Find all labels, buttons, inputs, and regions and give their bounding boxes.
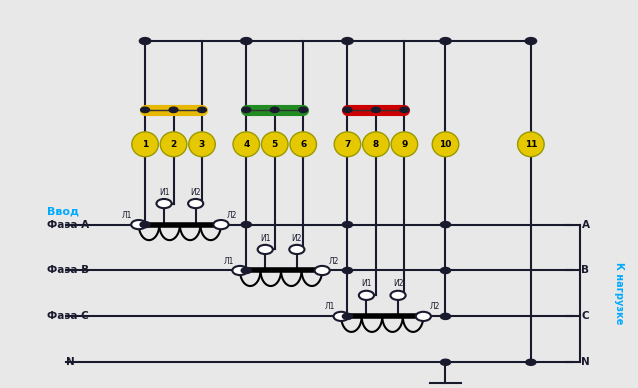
Circle shape — [198, 107, 207, 113]
Text: 10: 10 — [440, 140, 452, 149]
Text: 4: 4 — [243, 140, 249, 149]
Text: A: A — [581, 220, 590, 230]
Text: К нагрузке: К нагрузке — [614, 262, 625, 325]
Circle shape — [525, 38, 537, 45]
Circle shape — [271, 107, 279, 113]
Text: Л2: Л2 — [429, 302, 440, 312]
Circle shape — [299, 107, 308, 113]
Text: И1: И1 — [361, 279, 372, 288]
Circle shape — [242, 107, 251, 113]
Ellipse shape — [290, 132, 316, 157]
Text: 8: 8 — [373, 140, 379, 149]
Text: Фаза A: Фаза A — [47, 220, 89, 230]
Circle shape — [139, 38, 151, 45]
Circle shape — [526, 359, 536, 365]
Ellipse shape — [334, 132, 360, 157]
Circle shape — [343, 267, 353, 274]
Text: И1: И1 — [159, 188, 169, 197]
Circle shape — [169, 107, 178, 113]
Text: 9: 9 — [401, 140, 408, 149]
Text: 7: 7 — [345, 140, 351, 149]
Circle shape — [359, 291, 374, 300]
Circle shape — [440, 38, 451, 45]
Circle shape — [241, 38, 252, 45]
Text: И2: И2 — [393, 279, 403, 288]
Text: N: N — [66, 357, 75, 367]
Circle shape — [140, 107, 149, 113]
Circle shape — [440, 359, 450, 365]
Circle shape — [343, 314, 353, 319]
Ellipse shape — [132, 132, 158, 157]
Circle shape — [188, 199, 204, 208]
Ellipse shape — [391, 132, 418, 157]
Ellipse shape — [517, 132, 544, 157]
Text: 11: 11 — [524, 140, 537, 149]
Circle shape — [343, 107, 352, 113]
Text: 1: 1 — [142, 140, 148, 149]
Circle shape — [416, 312, 431, 321]
Circle shape — [289, 245, 304, 254]
Circle shape — [241, 267, 251, 274]
Text: Л1: Л1 — [122, 211, 133, 220]
Ellipse shape — [233, 132, 260, 157]
Circle shape — [440, 267, 450, 274]
Text: Фаза B: Фаза B — [47, 265, 89, 275]
Text: N: N — [581, 357, 590, 367]
Text: 6: 6 — [300, 140, 306, 149]
Circle shape — [440, 222, 450, 228]
Text: 2: 2 — [170, 140, 177, 149]
Circle shape — [241, 222, 251, 228]
Text: 5: 5 — [272, 140, 278, 149]
Circle shape — [371, 107, 380, 113]
Text: И2: И2 — [190, 188, 201, 197]
Circle shape — [400, 107, 409, 113]
Ellipse shape — [160, 132, 187, 157]
Text: Л2: Л2 — [227, 211, 237, 220]
Circle shape — [213, 220, 228, 229]
Text: Л2: Л2 — [329, 256, 339, 265]
Circle shape — [334, 312, 349, 321]
Circle shape — [131, 220, 146, 229]
Text: Фаза C: Фаза C — [47, 312, 89, 321]
Circle shape — [440, 314, 450, 319]
Ellipse shape — [362, 132, 389, 157]
Ellipse shape — [262, 132, 288, 157]
Circle shape — [232, 266, 248, 275]
Ellipse shape — [432, 132, 459, 157]
Ellipse shape — [189, 132, 215, 157]
Text: Л1: Л1 — [325, 302, 335, 312]
Circle shape — [140, 222, 150, 228]
Circle shape — [390, 291, 406, 300]
Text: Л1: Л1 — [223, 256, 234, 265]
Text: 3: 3 — [199, 140, 205, 149]
Text: C: C — [581, 312, 589, 321]
Text: B: B — [581, 265, 590, 275]
Circle shape — [342, 38, 353, 45]
Circle shape — [156, 199, 172, 208]
Text: И1: И1 — [260, 234, 271, 242]
Circle shape — [343, 222, 353, 228]
Text: Ввод: Ввод — [47, 206, 79, 216]
Text: И2: И2 — [292, 234, 302, 242]
Circle shape — [315, 266, 330, 275]
Circle shape — [258, 245, 273, 254]
